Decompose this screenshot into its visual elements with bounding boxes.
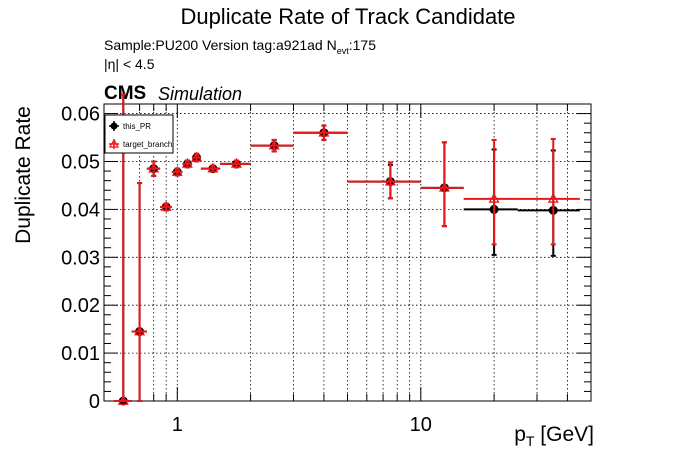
y-tick-label: 0.04 [61, 199, 100, 221]
sample-info-line: Sample:PU200 Version tag:a921ad Nevt:175 [104, 38, 376, 56]
data-point-target-branch [318, 126, 330, 137]
y-tick-label: 0.05 [61, 151, 100, 173]
data-point-target-branch [547, 192, 559, 203]
data-point-target-branch [207, 162, 219, 173]
data-point-target-branch [160, 200, 172, 211]
data-point-target-branch [134, 325, 146, 336]
x-axis-label-main: p [514, 423, 526, 446]
x-axis-label-sub: T [525, 433, 535, 450]
chart-title: Duplicate Rate of Track Candidate [180, 4, 516, 29]
y-tick-label: 0.02 [61, 295, 100, 317]
legend-label: target_branch [123, 140, 172, 149]
data-point-target-branch [171, 165, 183, 176]
data-point-target-branch [384, 175, 396, 186]
eta-cut-label: |η| < 4.5 [104, 56, 155, 72]
legend-label: this_PR [123, 122, 151, 131]
legend-marker-triangle [108, 138, 120, 148]
data-point-target-branch [181, 157, 193, 168]
y-tick-label: 0.01 [61, 343, 100, 365]
data-point-target-branch [117, 394, 129, 405]
data-point-target-branch [230, 157, 242, 168]
data-point-target-branch [148, 162, 160, 173]
y-tick-label: 0.03 [61, 247, 100, 269]
simulation-label: Simulation [158, 84, 243, 104]
data-point-target-branch [438, 181, 450, 192]
nevt-subscript: evt [336, 45, 349, 56]
legend-marker-circle [110, 122, 118, 130]
y-tick-label: 0.06 [61, 104, 100, 126]
x-axis-label: pT [GeV] [514, 424, 594, 448]
y-tick-label: 0 [89, 391, 100, 413]
data-point-target-branch [268, 139, 280, 150]
x-tick-label: 10 [410, 414, 432, 436]
nevt-value: :175 [348, 37, 376, 53]
x-tick-label: 1 [172, 414, 183, 436]
data-point-target-branch [488, 192, 500, 203]
x-axis-label-unit: [GeV] [534, 423, 594, 446]
sample-info-text: Sample:PU200 Version tag:a921ad N [104, 37, 337, 53]
data-point-target-branch [191, 151, 203, 162]
